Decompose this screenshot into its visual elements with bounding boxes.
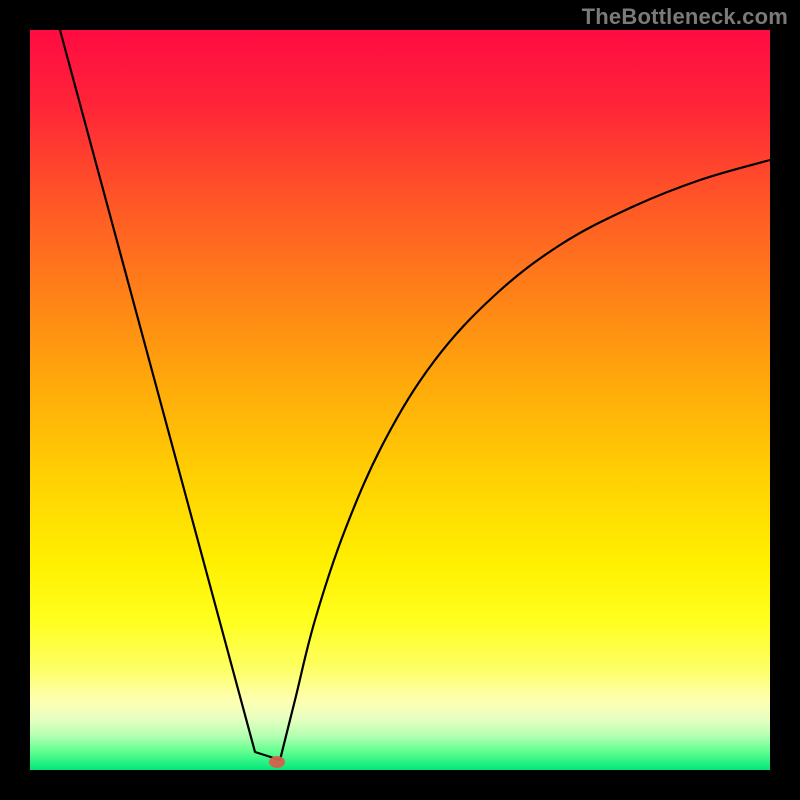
plot-background bbox=[30, 30, 770, 770]
chart-frame: TheBottleneck.com bbox=[0, 0, 800, 800]
bottleneck-chart-svg bbox=[0, 0, 800, 800]
minimum-marker bbox=[269, 756, 285, 768]
